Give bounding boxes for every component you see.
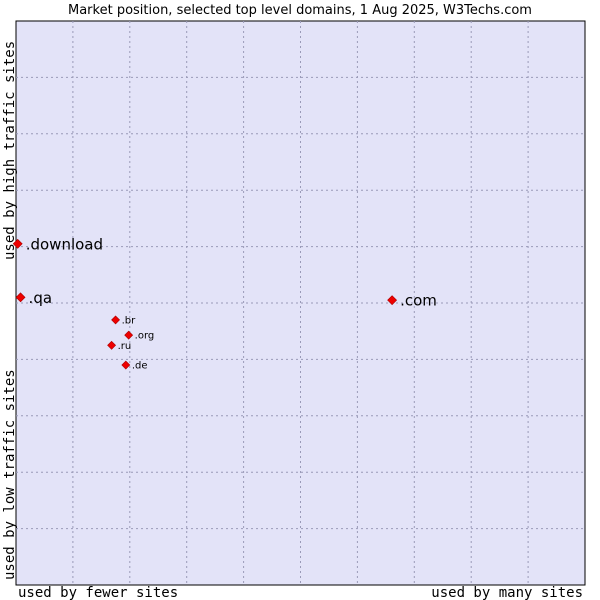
- point-marker: [121, 360, 131, 370]
- data-point: .br: [111, 315, 137, 326]
- point-marker: [107, 340, 117, 350]
- x-axis-label-right: used by many sites: [431, 585, 583, 600]
- point-label: .com: [400, 292, 437, 310]
- point-marker: [12, 238, 23, 249]
- point-label: .org: [135, 331, 155, 342]
- point-marker: [111, 315, 120, 325]
- point-label: .br: [122, 315, 137, 326]
- y-axis-label-top: used by high traffic sites: [2, 41, 18, 260]
- y-axis-label-bottom: used by low traffic sites: [2, 369, 18, 580]
- data-point: .download: [12, 235, 103, 253]
- point-label: .download: [26, 235, 103, 253]
- x-axis-label-left: used by fewer sites: [18, 585, 178, 600]
- chart-title: Market position, selected top level doma…: [68, 3, 532, 18]
- data-point: .org: [124, 330, 155, 342]
- point-label: .qa: [29, 289, 52, 307]
- point-marker: [15, 292, 26, 303]
- point-marker: [124, 330, 134, 340]
- data-points: .download .qa .com .br .org.ru.de: [12, 235, 437, 372]
- grid-lines: [16, 21, 585, 585]
- data-point: .ru: [107, 340, 132, 352]
- data-point: .de: [121, 360, 148, 372]
- point-label: .de: [132, 361, 148, 372]
- point-label: .ru: [118, 341, 132, 352]
- point-marker: [387, 295, 398, 306]
- data-point: .qa: [15, 289, 52, 307]
- data-point: .com: [387, 292, 437, 310]
